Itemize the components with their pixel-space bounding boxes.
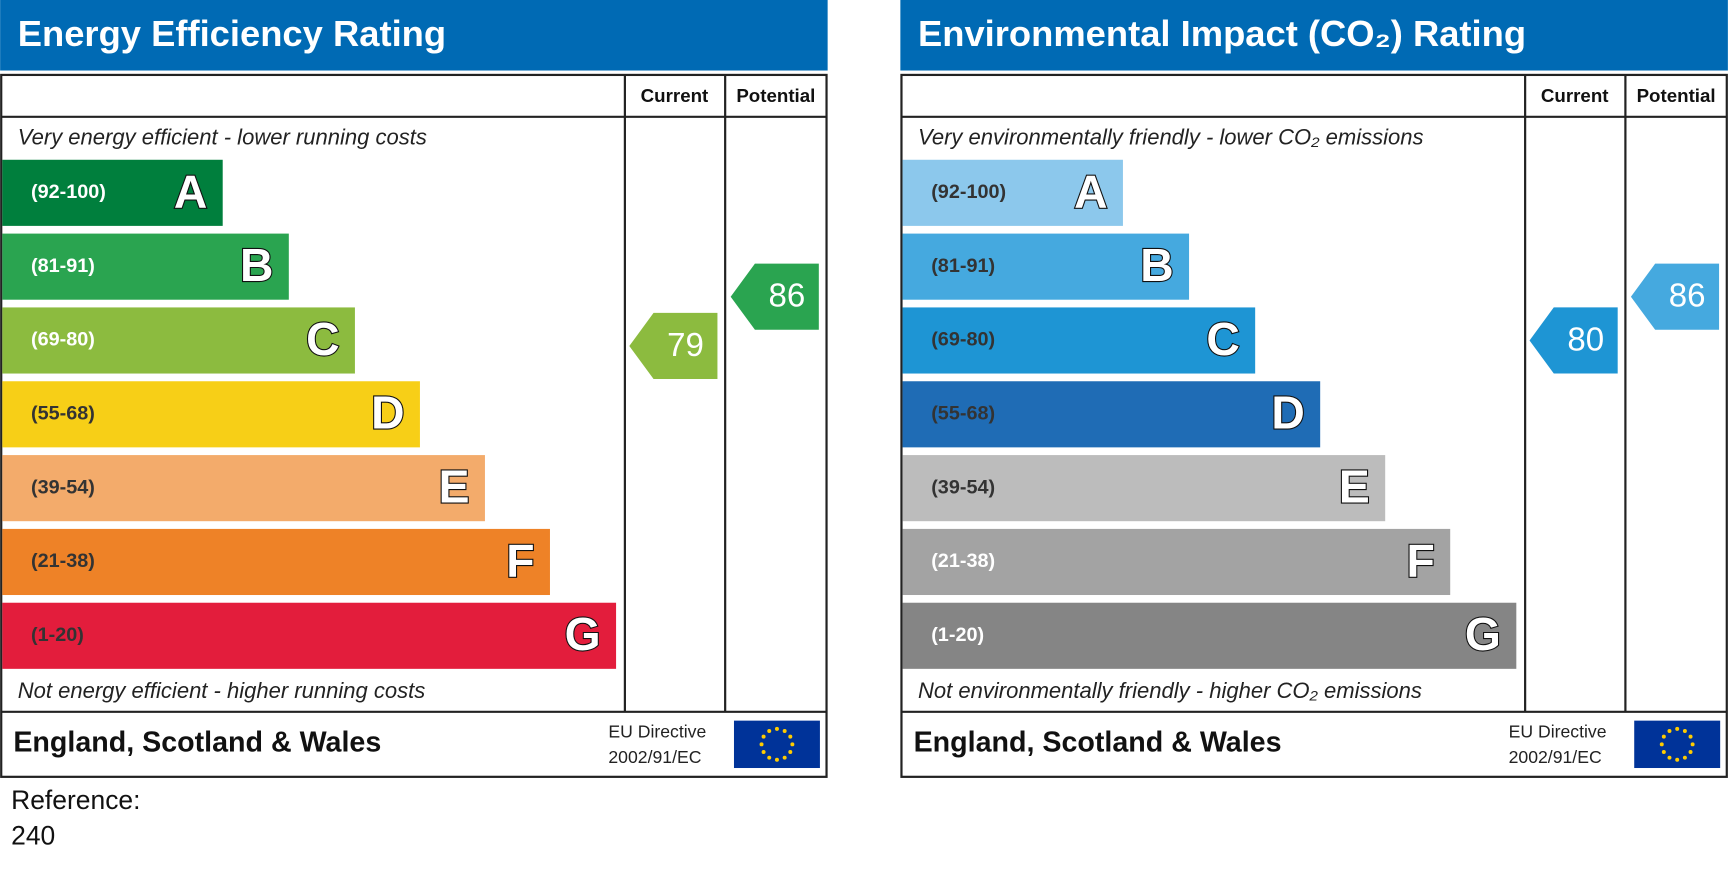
rating-value: 80: [1567, 321, 1604, 358]
panel-title: Energy Efficiency Rating: [18, 13, 446, 54]
rating-arrow: [1630, 263, 1720, 330]
footer-region: England, Scotland & Wales: [914, 726, 1282, 758]
band-bar: [902, 528, 1451, 596]
band-letter: B: [1140, 239, 1173, 291]
rating-value: 79: [667, 327, 704, 364]
band-letter: A: [174, 165, 207, 217]
eu-star: [1675, 726, 1680, 731]
band-range: (81-91): [31, 255, 95, 277]
band-letter: D: [1271, 387, 1304, 439]
band-bar: [902, 381, 1321, 448]
eu-star: [761, 750, 766, 755]
band-letter: E: [439, 461, 470, 513]
band-range: (1-20): [931, 624, 984, 646]
eu-star: [1661, 734, 1666, 739]
band-range: (39-54): [31, 476, 95, 498]
band-letter: A: [1074, 165, 1107, 217]
column-header: Potential: [1637, 85, 1716, 106]
rating-arrow: [629, 312, 718, 380]
directive: EU Directive: [1509, 721, 1607, 741]
band-bar: [2, 528, 550, 596]
eu-star: [774, 726, 779, 731]
eu-star: [790, 742, 795, 747]
eu-star: [767, 728, 772, 733]
band-bar: [902, 455, 1386, 522]
band-letter: C: [1206, 313, 1239, 365]
band-letter: D: [371, 387, 404, 439]
directive: 2002/91/EC: [608, 747, 701, 767]
eu-star: [1690, 742, 1695, 747]
rating-value: 86: [1669, 278, 1706, 315]
band-range: (39-54): [931, 476, 995, 498]
band-bar: [902, 307, 1256, 374]
title-bar: [0, 0, 828, 71]
band-letter: C: [306, 313, 339, 365]
eu-star: [782, 728, 787, 733]
frame: [900, 73, 1728, 778]
band-range: (69-80): [31, 329, 95, 351]
eu-star: [1688, 750, 1693, 755]
band-range: (92-100): [931, 181, 1006, 203]
eu-star: [1688, 734, 1693, 739]
band-letter: B: [240, 239, 273, 291]
eu-star: [1661, 750, 1666, 755]
bottom-note: Not energy efficient - higher running co…: [18, 678, 426, 703]
band-range: (92-100): [31, 181, 106, 203]
top-note: Very environmentally friendly - lower CO…: [918, 125, 1424, 150]
eu-star: [782, 755, 787, 760]
eu-star: [1675, 757, 1680, 762]
rating-arrow: [730, 263, 819, 330]
panel-title: Environmental Impact (CO₂) Rating: [918, 13, 1526, 54]
title-bar: [900, 0, 1728, 71]
panel: Energy Efficiency Rating Current Potential…: [0, 0, 828, 778]
rating-value: 86: [768, 278, 805, 315]
band-range: (1-20): [31, 624, 84, 646]
band-range: (81-91): [931, 255, 995, 277]
eu-star: [761, 734, 766, 739]
eu-star: [788, 734, 793, 739]
eu-star: [1667, 728, 1672, 733]
column-header: Current: [1541, 85, 1609, 106]
top-note: Very energy efficient - lower running co…: [18, 125, 427, 150]
band-bar: [2, 233, 289, 300]
rating-arrow: [1529, 307, 1618, 374]
eu-star: [1682, 728, 1687, 733]
band-bar: [902, 159, 1123, 226]
band-range: (55-68): [31, 403, 95, 425]
band-range: (69-80): [931, 329, 995, 351]
reference-number: 240: [11, 820, 55, 850]
footer-region: England, Scotland & Wales: [13, 726, 381, 758]
band-letter: G: [1465, 608, 1501, 660]
panel: Environmental Impact (CO₂) Rating Current…: [900, 0, 1728, 778]
reference-label: Reference:: [11, 785, 140, 815]
column-header: Current: [641, 85, 709, 106]
eu-star: [774, 757, 779, 762]
band-bar: [2, 602, 617, 669]
band-bar: [2, 381, 420, 448]
band-bar: [902, 233, 1190, 300]
band-range: (21-38): [31, 550, 95, 572]
band-bar: [2, 159, 223, 226]
band-letter: G: [565, 608, 601, 660]
band-bar: [2, 455, 485, 522]
band-letter: F: [1407, 534, 1435, 586]
band-bar: [902, 602, 1517, 669]
eu-star: [1659, 742, 1664, 747]
band-range: (55-68): [931, 403, 995, 425]
eu-star: [788, 750, 793, 755]
bottom-note: Not environmentally friendly - higher CO…: [918, 678, 1422, 703]
band-letter: E: [1339, 461, 1370, 513]
band-bar: [2, 307, 355, 374]
eu-star: [1682, 755, 1687, 760]
directive: 2002/91/EC: [1509, 747, 1602, 767]
eu-star: [767, 755, 772, 760]
band-letter: F: [506, 534, 534, 586]
band-range: (21-38): [931, 550, 995, 572]
column-header: Potential: [736, 85, 815, 106]
directive: EU Directive: [608, 721, 706, 741]
eu-star: [1667, 755, 1672, 760]
frame: [0, 73, 828, 778]
eu-star: [759, 742, 764, 747]
